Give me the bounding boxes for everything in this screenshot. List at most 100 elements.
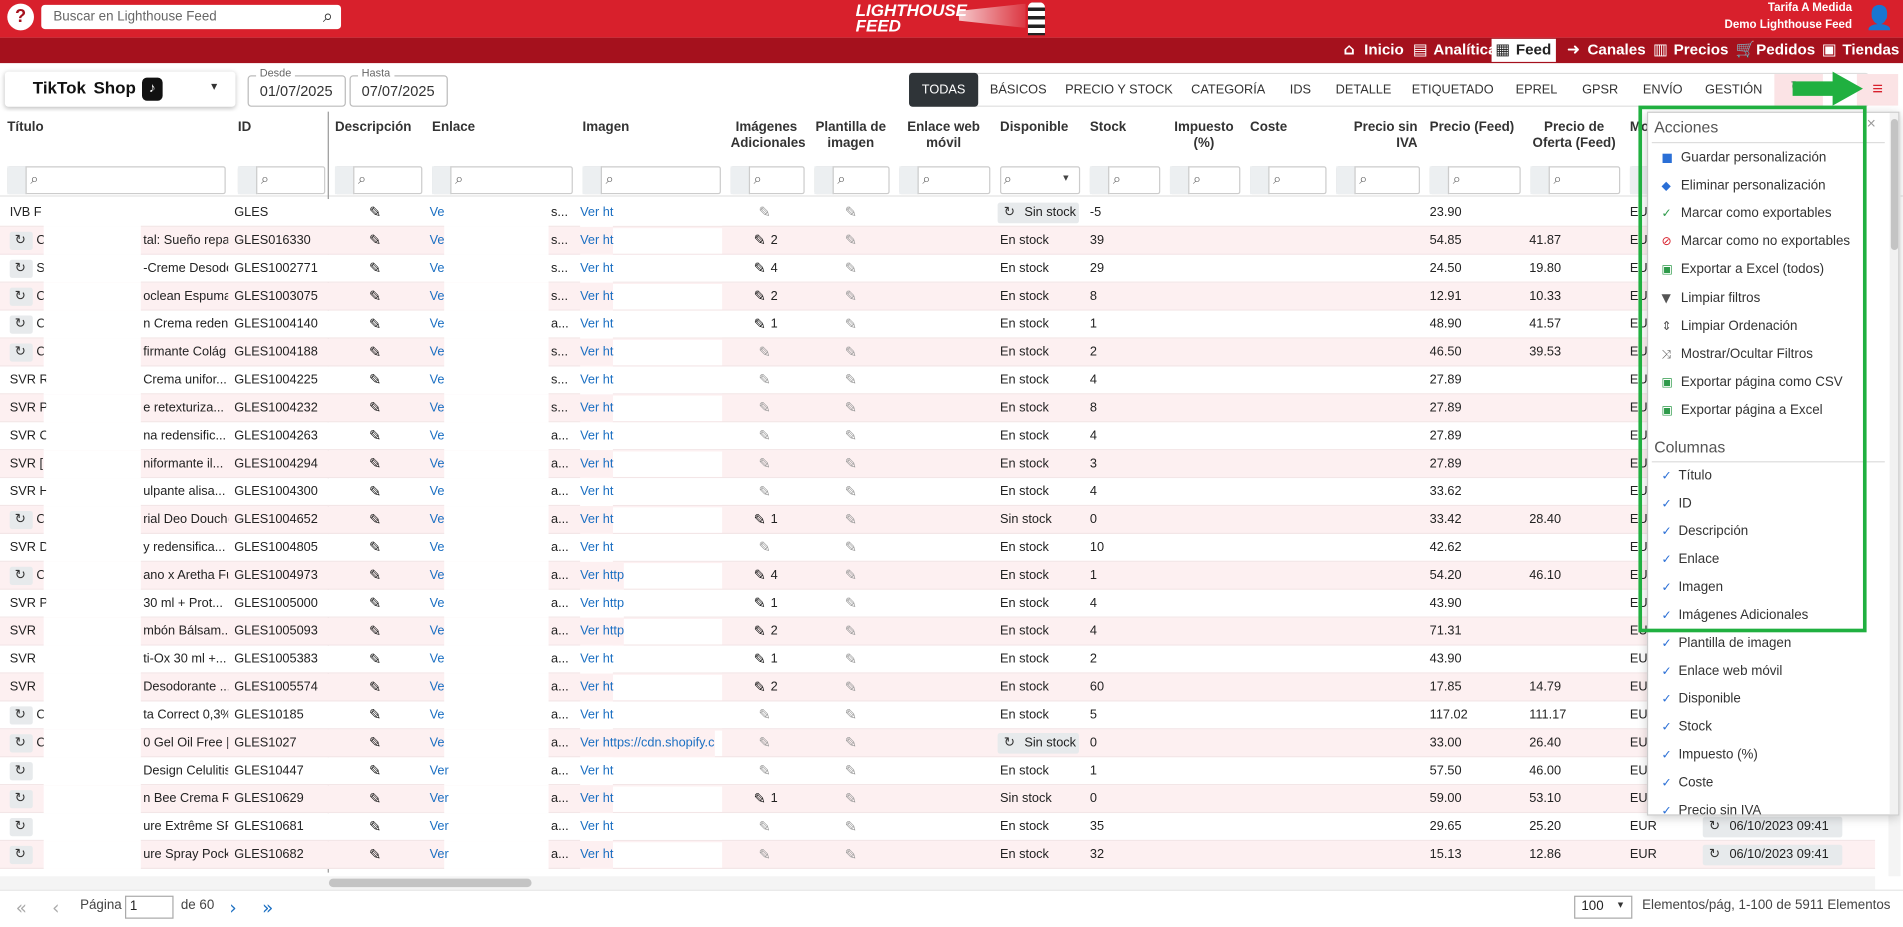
cell-image[interactable]: Ver ht xyxy=(580,645,614,674)
date-input[interactable]: 01/07/2025 xyxy=(247,75,346,107)
cell-image[interactable]: Ver http xyxy=(580,561,625,590)
nav-item[interactable]: 🛒 Pedidos xyxy=(1732,39,1820,62)
cell-image[interactable]: Ver ht xyxy=(580,701,614,730)
menu-column[interactable]: Disponible xyxy=(1678,691,1741,707)
column-filter[interactable] xyxy=(582,166,721,195)
cell-image[interactable]: Ver https://cdn.shopify.c xyxy=(580,729,715,758)
menu-column[interactable]: ID xyxy=(1678,496,1692,511)
menu-action[interactable]: Marcar como exportables xyxy=(1680,206,1832,222)
tab[interactable]: PRECIO Y STOCK xyxy=(1065,82,1173,98)
cell-link[interactable]: Ve xyxy=(429,651,445,667)
cell-link[interactable]: Ve xyxy=(429,344,445,360)
cell-link[interactable]: Ver xyxy=(429,847,449,862)
sync-button[interactable] xyxy=(9,231,33,251)
search-input[interactable]: Buscar en Lighthouse Feed xyxy=(41,4,342,30)
cell-image[interactable]: Ver ht xyxy=(580,841,614,869)
tab[interactable]: ETIQUETADO xyxy=(1411,82,1494,98)
cell-image[interactable]: Ver ht xyxy=(580,534,614,562)
sync-button[interactable] xyxy=(9,566,33,585)
cell-link[interactable]: Ver xyxy=(429,819,449,834)
tab[interactable]: ENVÍO xyxy=(1642,82,1683,98)
menu-column[interactable]: Impuesto (%) xyxy=(1678,747,1758,763)
menu-column[interactable]: Precio sin IVA xyxy=(1678,803,1762,816)
nav-item[interactable]: ➜ Canales xyxy=(1563,39,1650,62)
cell-image[interactable]: Ver ht xyxy=(580,785,614,814)
column-header[interactable]: Título xyxy=(7,120,44,135)
cell-link[interactable]: Ve xyxy=(429,260,445,276)
sync-button[interactable] xyxy=(9,287,33,306)
menu-action[interactable]: Limpiar Ordenación xyxy=(1680,318,1798,334)
column-header[interactable]: Precio de Oferta (Feed) xyxy=(1532,120,1616,151)
menu-column[interactable]: Plantilla de imagen xyxy=(1678,635,1792,651)
nav-item[interactable]: ▦ Feed xyxy=(1491,38,1557,62)
help-button[interactable]: ? xyxy=(7,3,34,31)
tab[interactable]: BÁSICOS xyxy=(989,82,1047,98)
column-header[interactable]: Enlace web móvil xyxy=(907,120,980,151)
column-header[interactable]: Imágenes Adicionales xyxy=(730,120,806,151)
tab[interactable]: GPSR xyxy=(1582,82,1619,98)
column-filter[interactable] xyxy=(7,166,226,195)
sync-button[interactable] xyxy=(9,259,33,278)
cell-image[interactable]: Ver ht xyxy=(580,310,614,339)
availability-button[interactable] xyxy=(997,733,1079,754)
sync-button[interactable] xyxy=(9,706,33,725)
menu-column[interactable]: Imágenes Adicionales xyxy=(1678,608,1809,623)
menu-action[interactable]: Exportar página a Excel xyxy=(1680,402,1823,418)
sync-button[interactable] xyxy=(9,510,33,530)
column-header[interactable]: Disponible xyxy=(1000,120,1069,135)
date-input[interactable]: 07/07/2025 xyxy=(349,75,448,107)
menu-action[interactable]: Marcar como no exportables xyxy=(1680,234,1851,250)
column-filter[interactable] xyxy=(1000,166,1081,195)
column-header[interactable]: Precio sin IVA xyxy=(1353,120,1418,151)
sync-button[interactable] xyxy=(9,343,33,362)
tab[interactable]: DETALLE xyxy=(1335,82,1392,98)
menu-column[interactable]: Enlace xyxy=(1678,552,1720,567)
menu-action[interactable]: Exportar a Excel (todos) xyxy=(1680,262,1825,278)
menu-action[interactable]: Mostrar/Ocultar Filtros xyxy=(1680,346,1813,362)
column-header[interactable]: Imagen xyxy=(582,120,630,135)
menu-scrollbar-thumb[interactable] xyxy=(1890,118,1899,251)
cell-link[interactable]: Ve xyxy=(429,567,445,583)
cell-link[interactable]: Ve xyxy=(429,288,445,304)
cell-link[interactable]: Ve xyxy=(429,679,445,695)
cell-image[interactable]: Ver ht xyxy=(580,338,614,367)
cell-link[interactable]: Ve xyxy=(429,456,445,471)
cell-image[interactable]: Ver ht xyxy=(580,450,614,479)
cell-link[interactable]: Ve xyxy=(429,512,445,527)
cell-link[interactable]: Ve xyxy=(429,233,445,248)
cell-link[interactable]: Ve xyxy=(429,372,445,388)
cell-image[interactable]: Ver ht xyxy=(580,282,614,311)
column-header[interactable]: Coste xyxy=(1250,120,1288,135)
cell-link[interactable]: Ve xyxy=(429,428,445,443)
cell-image[interactable]: Ver ht xyxy=(580,478,614,507)
page-size-select[interactable]: 100 xyxy=(1574,895,1633,919)
cell-image[interactable]: Ver ht xyxy=(580,199,614,227)
cell-image[interactable]: Ver http xyxy=(580,589,625,618)
menu-column[interactable]: Imagen xyxy=(1678,580,1724,595)
tab[interactable]: EPREL xyxy=(1515,82,1558,98)
cell-link[interactable]: Ve xyxy=(429,735,445,751)
nav-item[interactable]: ⌂ Inicio xyxy=(1340,39,1409,62)
cell-link[interactable]: Ve xyxy=(429,707,445,723)
cell-image[interactable]: Ver http xyxy=(580,617,625,646)
cell-link[interactable]: Ve xyxy=(429,623,445,639)
availability-button[interactable] xyxy=(997,202,1079,224)
column-header[interactable]: Precio (Feed) xyxy=(1429,120,1515,135)
menu-column[interactable]: Descripción xyxy=(1678,524,1749,539)
column-header[interactable]: Enlace xyxy=(432,120,476,135)
tab[interactable]: IDS xyxy=(1289,82,1312,98)
cell-link[interactable]: Ve xyxy=(429,316,445,332)
column-filter[interactable] xyxy=(432,166,573,195)
column-header[interactable]: Plantilla de imagen xyxy=(815,120,887,151)
sync-button[interactable] xyxy=(9,790,33,809)
sync-button[interactable] xyxy=(9,734,33,753)
tab[interactable]: GESTIÓN xyxy=(1705,82,1763,98)
column-header[interactable]: Stock xyxy=(1089,120,1127,135)
cell-link[interactable]: Ve xyxy=(429,484,445,499)
sync-button[interactable] xyxy=(9,762,33,781)
menu-action[interactable]: Eliminar personalización xyxy=(1680,178,1826,194)
menu-action[interactable]: Exportar página como CSV xyxy=(1680,374,1843,390)
cell-image[interactable]: Ver ht xyxy=(580,422,614,451)
menu-column[interactable]: Coste xyxy=(1678,775,1714,791)
cell-image[interactable]: Ver ht xyxy=(580,506,614,535)
